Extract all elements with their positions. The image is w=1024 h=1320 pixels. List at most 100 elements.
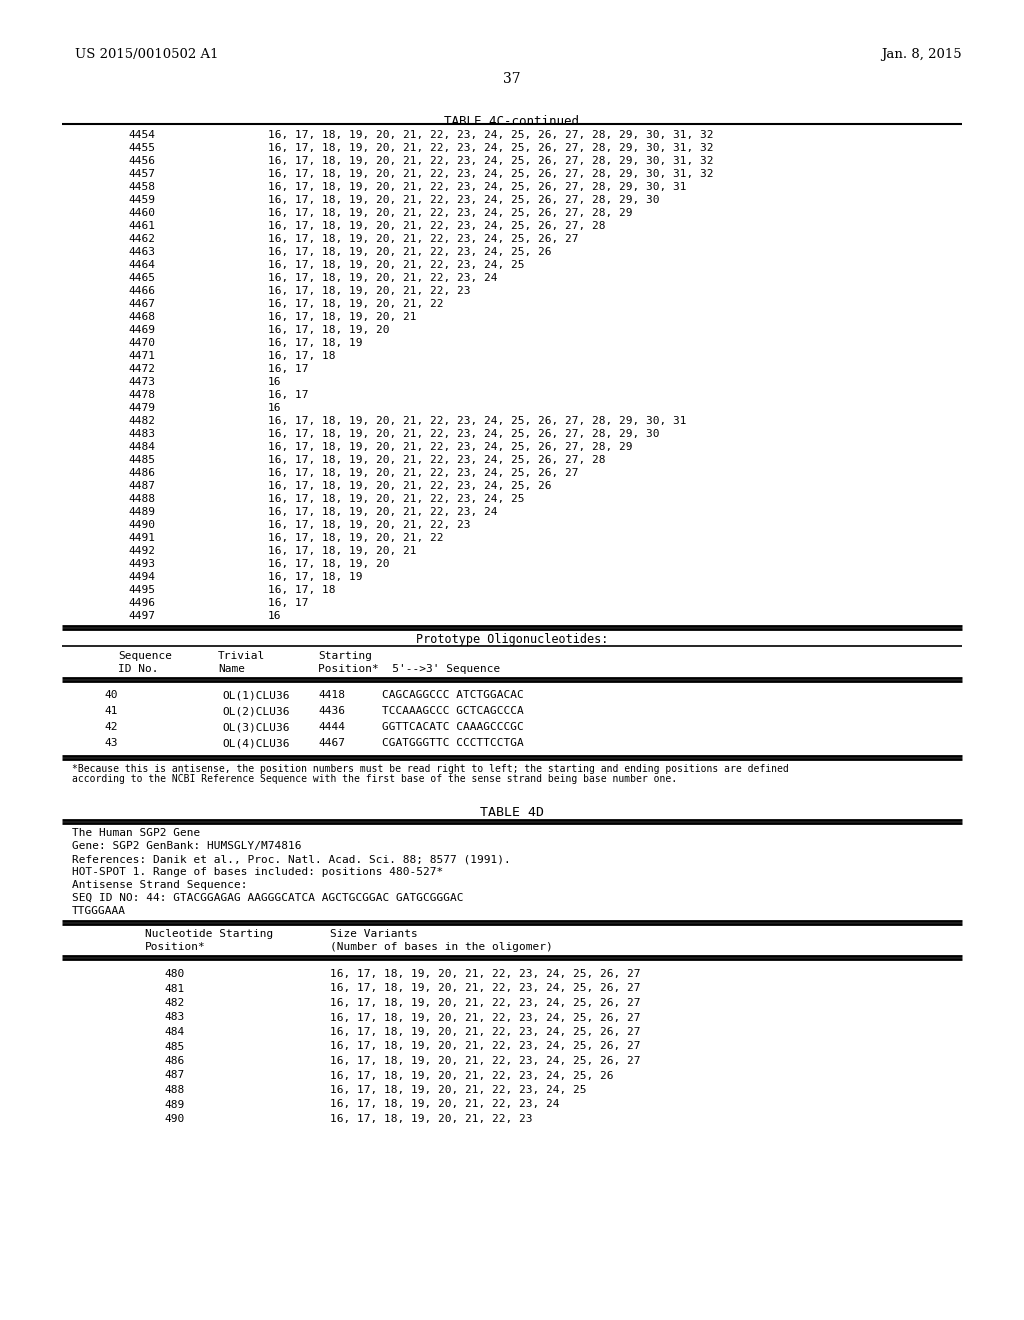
Text: 16, 17, 18, 19, 20, 21, 22, 23, 24, 25, 26, 27, 28, 29: 16, 17, 18, 19, 20, 21, 22, 23, 24, 25, … [268, 209, 633, 218]
Text: 4485: 4485 [128, 455, 155, 465]
Text: 4460: 4460 [128, 209, 155, 218]
Text: OL(2)CLU36: OL(2)CLU36 [222, 706, 290, 715]
Text: 4486: 4486 [128, 469, 155, 478]
Text: 4478: 4478 [128, 389, 155, 400]
Text: TTGGGAAA: TTGGGAAA [72, 906, 126, 916]
Text: *Because this is antisense, the position numbers must be read right to left; the: *Because this is antisense, the position… [72, 764, 788, 774]
Text: 4495: 4495 [128, 585, 155, 595]
Text: 4484: 4484 [128, 442, 155, 451]
Text: 4497: 4497 [128, 611, 155, 620]
Text: 16, 17: 16, 17 [268, 598, 308, 609]
Text: 4444: 4444 [318, 722, 345, 733]
Text: according to the NCBI Reference Sequence with the first base of the sense strand: according to the NCBI Reference Sequence… [72, 774, 677, 784]
Text: 4467: 4467 [128, 300, 155, 309]
Text: 4465: 4465 [128, 273, 155, 282]
Text: The Human SGP2 Gene: The Human SGP2 Gene [72, 828, 201, 838]
Text: 4462: 4462 [128, 234, 155, 244]
Text: Name: Name [218, 664, 245, 675]
Text: 16, 17, 18, 19, 20, 21, 22, 23, 24, 25, 26: 16, 17, 18, 19, 20, 21, 22, 23, 24, 25, … [330, 1071, 613, 1081]
Text: 16, 17, 18, 19, 20, 21, 22, 23, 24, 25, 26, 27, 28, 29, 30, 31, 32: 16, 17, 18, 19, 20, 21, 22, 23, 24, 25, … [268, 129, 714, 140]
Text: Gene: SGP2 GenBank: HUMSGLY/M74816: Gene: SGP2 GenBank: HUMSGLY/M74816 [72, 841, 301, 851]
Text: 4496: 4496 [128, 598, 155, 609]
Text: 16, 17, 18, 19, 20, 21, 22, 23, 24, 25, 26, 27, 28, 29: 16, 17, 18, 19, 20, 21, 22, 23, 24, 25, … [268, 442, 633, 451]
Text: Position*  5'-->3' Sequence: Position* 5'-->3' Sequence [318, 664, 501, 675]
Text: 4483: 4483 [128, 429, 155, 440]
Text: 16, 17, 18, 19, 20, 21, 22, 23, 24, 25, 26, 27, 28, 29, 30: 16, 17, 18, 19, 20, 21, 22, 23, 24, 25, … [268, 429, 659, 440]
Text: 16, 17, 18, 19, 20, 21, 22, 23, 24, 25, 26, 27, 28, 29, 30: 16, 17, 18, 19, 20, 21, 22, 23, 24, 25, … [268, 195, 659, 205]
Text: 16: 16 [268, 378, 282, 387]
Text: 489: 489 [165, 1100, 185, 1110]
Text: Sequence: Sequence [118, 651, 172, 661]
Text: 16, 17, 18, 19, 20: 16, 17, 18, 19, 20 [268, 558, 389, 569]
Text: 16, 17, 18, 19, 20, 21, 22, 23, 24, 25, 26, 27, 28, 29, 30, 31, 32: 16, 17, 18, 19, 20, 21, 22, 23, 24, 25, … [268, 169, 714, 180]
Text: 4471: 4471 [128, 351, 155, 360]
Text: 16, 17, 18, 19, 20, 21, 22, 23, 24, 25, 26, 27, 28, 29, 30, 31: 16, 17, 18, 19, 20, 21, 22, 23, 24, 25, … [268, 182, 686, 191]
Text: 4463: 4463 [128, 247, 155, 257]
Text: 16, 17, 18, 19, 20, 21, 22, 23, 24, 25, 26, 27: 16, 17, 18, 19, 20, 21, 22, 23, 24, 25, … [330, 1056, 640, 1067]
Text: 4470: 4470 [128, 338, 155, 348]
Text: 16, 17, 18, 19, 20, 21, 22, 23, 24, 25, 26, 27, 28, 29, 30, 31: 16, 17, 18, 19, 20, 21, 22, 23, 24, 25, … [268, 416, 686, 426]
Text: 16, 17, 18, 19, 20, 21, 22, 23, 24, 25, 26, 27: 16, 17, 18, 19, 20, 21, 22, 23, 24, 25, … [330, 1012, 640, 1023]
Text: OL(3)CLU36: OL(3)CLU36 [222, 722, 290, 733]
Text: 4455: 4455 [128, 143, 155, 153]
Text: 43: 43 [104, 738, 118, 748]
Text: 4494: 4494 [128, 572, 155, 582]
Text: 16, 17, 18, 19, 20, 21, 22, 23, 24, 25: 16, 17, 18, 19, 20, 21, 22, 23, 24, 25 [268, 494, 524, 504]
Text: 16, 17, 18, 19: 16, 17, 18, 19 [268, 338, 362, 348]
Text: 4491: 4491 [128, 533, 155, 543]
Text: 481: 481 [165, 983, 185, 994]
Text: 16, 17, 18: 16, 17, 18 [268, 351, 336, 360]
Text: Size Variants: Size Variants [330, 929, 418, 939]
Text: 16, 17, 18, 19, 20, 21, 22: 16, 17, 18, 19, 20, 21, 22 [268, 533, 443, 543]
Text: CGATGGGTTC CCCTTCCTGA: CGATGGGTTC CCCTTCCTGA [382, 738, 523, 748]
Text: 16, 17, 18, 19, 20, 21, 22, 23, 24, 25, 26, 27: 16, 17, 18, 19, 20, 21, 22, 23, 24, 25, … [330, 969, 640, 979]
Text: 4466: 4466 [128, 286, 155, 296]
Text: 4459: 4459 [128, 195, 155, 205]
Text: 16: 16 [268, 611, 282, 620]
Text: 16, 17, 18, 19, 20, 21, 22, 23, 24, 25, 26, 27, 28, 29, 30, 31, 32: 16, 17, 18, 19, 20, 21, 22, 23, 24, 25, … [268, 156, 714, 166]
Text: 482: 482 [165, 998, 185, 1008]
Text: 41: 41 [104, 706, 118, 715]
Text: 16: 16 [268, 403, 282, 413]
Text: 4469: 4469 [128, 325, 155, 335]
Text: Starting: Starting [318, 651, 372, 661]
Text: 16, 17, 18, 19, 20, 21, 22, 23, 24: 16, 17, 18, 19, 20, 21, 22, 23, 24 [268, 273, 498, 282]
Text: 480: 480 [165, 969, 185, 979]
Text: 16, 17, 18, 19, 20, 21, 22, 23, 24, 25: 16, 17, 18, 19, 20, 21, 22, 23, 24, 25 [268, 260, 524, 271]
Text: 4457: 4457 [128, 169, 155, 180]
Text: 488: 488 [165, 1085, 185, 1096]
Text: 483: 483 [165, 1012, 185, 1023]
Text: 4490: 4490 [128, 520, 155, 531]
Text: 4487: 4487 [128, 480, 155, 491]
Text: 16, 17, 18, 19, 20, 21, 22, 23, 24, 25, 26, 27: 16, 17, 18, 19, 20, 21, 22, 23, 24, 25, … [268, 234, 579, 244]
Text: Position*: Position* [145, 942, 206, 952]
Text: 16, 17, 18, 19, 20, 21: 16, 17, 18, 19, 20, 21 [268, 312, 417, 322]
Text: 16, 17, 18, 19, 20, 21, 22, 23, 24, 25, 26, 27: 16, 17, 18, 19, 20, 21, 22, 23, 24, 25, … [268, 469, 579, 478]
Text: Jan. 8, 2015: Jan. 8, 2015 [882, 48, 962, 61]
Text: 16, 17, 18, 19, 20, 21, 22, 23, 24: 16, 17, 18, 19, 20, 21, 22, 23, 24 [330, 1100, 559, 1110]
Text: 37: 37 [503, 73, 521, 86]
Text: 4488: 4488 [128, 494, 155, 504]
Text: 4479: 4479 [128, 403, 155, 413]
Text: HOT-SPOT 1. Range of bases included: positions 480-527*: HOT-SPOT 1. Range of bases included: pos… [72, 867, 443, 876]
Text: 4464: 4464 [128, 260, 155, 271]
Text: 4461: 4461 [128, 220, 155, 231]
Text: 16, 17, 18, 19, 20, 21, 22, 23, 24, 25: 16, 17, 18, 19, 20, 21, 22, 23, 24, 25 [330, 1085, 587, 1096]
Text: 4456: 4456 [128, 156, 155, 166]
Text: 40: 40 [104, 690, 118, 700]
Text: 16, 17: 16, 17 [268, 364, 308, 374]
Text: 4454: 4454 [128, 129, 155, 140]
Text: 16, 17, 18, 19, 20, 21, 22, 23, 24, 25, 26, 27: 16, 17, 18, 19, 20, 21, 22, 23, 24, 25, … [330, 983, 640, 994]
Text: 16, 17, 18, 19: 16, 17, 18, 19 [268, 572, 362, 582]
Text: 16, 17, 18, 19, 20, 21: 16, 17, 18, 19, 20, 21 [268, 546, 417, 556]
Text: TCCAAAGCCC GCTCAGCCCA: TCCAAAGCCC GCTCAGCCCA [382, 706, 523, 715]
Text: 4436: 4436 [318, 706, 345, 715]
Text: 486: 486 [165, 1056, 185, 1067]
Text: 16, 17, 18: 16, 17, 18 [268, 585, 336, 595]
Text: 16, 17, 18, 19, 20, 21, 22, 23, 24, 25, 26: 16, 17, 18, 19, 20, 21, 22, 23, 24, 25, … [268, 247, 552, 257]
Text: 16, 17, 18, 19, 20, 21, 22, 23, 24, 25, 26, 27, 28, 29, 30, 31, 32: 16, 17, 18, 19, 20, 21, 22, 23, 24, 25, … [268, 143, 714, 153]
Text: TABLE 4C-continued: TABLE 4C-continued [444, 115, 580, 128]
Text: 4458: 4458 [128, 182, 155, 191]
Text: 16, 17: 16, 17 [268, 389, 308, 400]
Text: 4482: 4482 [128, 416, 155, 426]
